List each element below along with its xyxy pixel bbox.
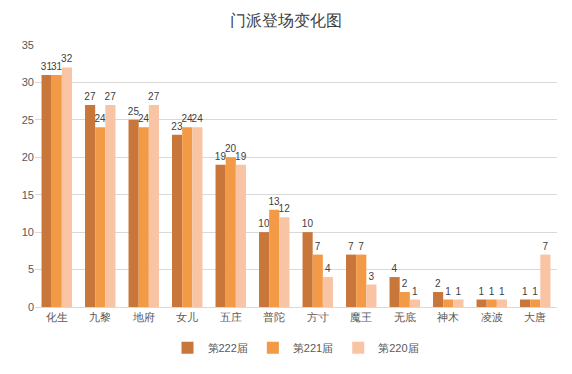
svg-text:20: 20 [22,151,34,163]
svg-text:5: 5 [28,263,34,275]
svg-text:4: 4 [392,263,398,274]
svg-text:化生: 化生 [46,311,68,323]
svg-text:神木: 神木 [437,311,459,323]
svg-text:7: 7 [315,241,321,252]
svg-text:魔王: 魔王 [350,311,372,323]
svg-text:32: 32 [61,53,73,64]
svg-text:13: 13 [268,196,280,207]
svg-text:27: 27 [148,91,160,102]
svg-text:0: 0 [28,301,34,313]
svg-text:1: 1 [499,286,505,297]
svg-text:10: 10 [22,226,34,238]
svg-text:女儿: 女儿 [176,311,198,323]
svg-text:10: 10 [258,218,270,229]
svg-text:门派登场变化图: 门派登场变化图 [230,12,342,29]
svg-text:4: 4 [325,263,331,274]
svg-text:7: 7 [358,241,364,252]
svg-text:九黎: 九黎 [89,311,111,323]
svg-text:12: 12 [279,203,291,214]
svg-text:1: 1 [412,286,418,297]
svg-text:1: 1 [479,286,485,297]
svg-text:31: 31 [51,61,63,72]
svg-text:3: 3 [368,271,374,282]
svg-text:27: 27 [84,91,96,102]
svg-text:大唐: 大唐 [524,311,546,323]
svg-text:27: 27 [105,91,117,102]
svg-text:1: 1 [522,286,528,297]
svg-text:1: 1 [455,286,461,297]
svg-text:10: 10 [302,218,314,229]
svg-text:第220届: 第220届 [378,342,418,354]
svg-text:24: 24 [181,113,193,124]
svg-text:24: 24 [94,113,106,124]
svg-text:无底: 无底 [394,311,416,323]
svg-text:24: 24 [138,113,150,124]
svg-text:第221届: 第221届 [293,342,333,354]
svg-text:1: 1 [489,286,495,297]
svg-text:方寸: 方寸 [307,311,329,323]
svg-text:凌波: 凌波 [481,311,503,323]
svg-text:五庄: 五庄 [220,311,242,323]
svg-text:30: 30 [22,76,34,88]
svg-text:25: 25 [22,114,34,126]
svg-text:20: 20 [225,143,237,154]
svg-text:19: 19 [215,151,227,162]
svg-text:31: 31 [41,61,53,72]
svg-text:7: 7 [542,241,548,252]
svg-text:普陀: 普陀 [263,311,285,323]
svg-text:19: 19 [235,151,247,162]
svg-text:24: 24 [192,113,204,124]
svg-text:1: 1 [445,286,451,297]
svg-text:1: 1 [532,286,538,297]
svg-text:地府: 地府 [132,311,155,323]
svg-text:2: 2 [435,278,441,289]
svg-text:23: 23 [171,121,183,132]
svg-text:第222届: 第222届 [208,342,248,354]
svg-text:7: 7 [348,241,354,252]
svg-text:35: 35 [22,39,34,51]
svg-text:25: 25 [128,106,140,117]
svg-text:2: 2 [402,278,408,289]
svg-text:15: 15 [22,189,34,201]
